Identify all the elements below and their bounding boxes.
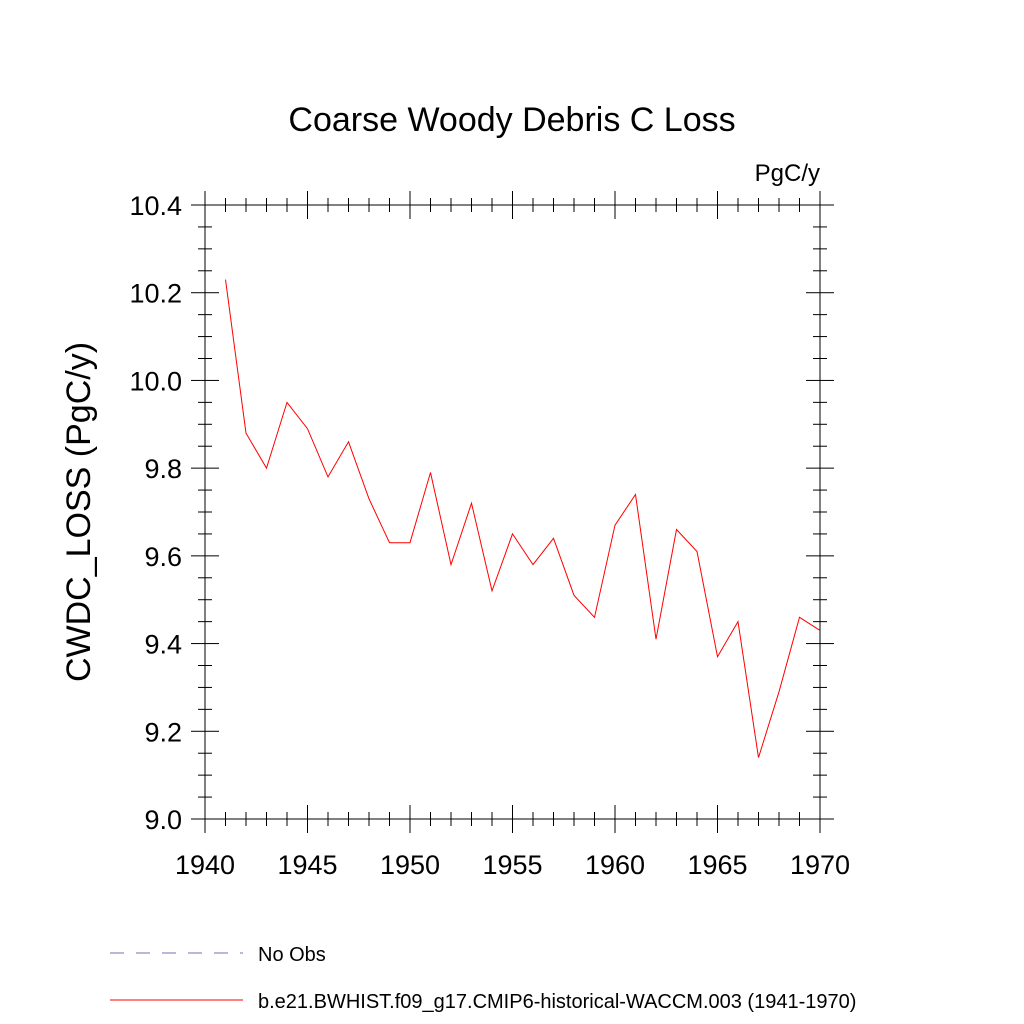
y-tick-label: 10.4 xyxy=(129,191,182,221)
x-tick-label: 1955 xyxy=(482,850,542,880)
legend-label-model: b.e21.BWHIST.f09_g17.CMIP6-historical-WA… xyxy=(258,991,856,1013)
plot-frame xyxy=(204,204,821,820)
series-line-0 xyxy=(225,279,821,758)
chart-title: Coarse Woody Debris C Loss xyxy=(288,101,735,139)
x-tick-label: 1960 xyxy=(585,850,645,880)
y-tick-label: 9.4 xyxy=(144,630,182,660)
x-axis: 1940 1945 1950 1955 1960 1965 1970 xyxy=(175,191,850,880)
y-tick-label: 10.0 xyxy=(129,366,182,396)
plot-border xyxy=(204,204,821,820)
y-tick-label: 9.2 xyxy=(144,717,182,747)
y-tick-label: 10.2 xyxy=(129,279,182,309)
units-label: PgC/y xyxy=(755,160,820,187)
y-tick-label: 9.8 xyxy=(144,454,182,484)
x-tick-label: 1940 xyxy=(175,850,235,880)
y-axis-label: CWDC_LOSS (PgC/y) xyxy=(60,342,98,682)
x-tick-label: 1965 xyxy=(687,850,747,880)
y-axis: 9.0 9.2 9.4 9.6 9.8 10.0 10.2 10.4 xyxy=(129,191,834,835)
x-tick-label: 1970 xyxy=(790,850,850,880)
legend: No Obs b.e21.BWHIST.f09_g17.CMIP6-histor… xyxy=(110,944,856,1013)
y-tick-label: 9.6 xyxy=(144,542,182,572)
series-layer xyxy=(225,279,821,758)
legend-label-no-obs: No Obs xyxy=(258,944,326,966)
y-tick-label: 9.0 xyxy=(144,805,182,835)
x-tick-label: 1945 xyxy=(277,850,337,880)
x-tick-label: 1950 xyxy=(380,850,440,880)
